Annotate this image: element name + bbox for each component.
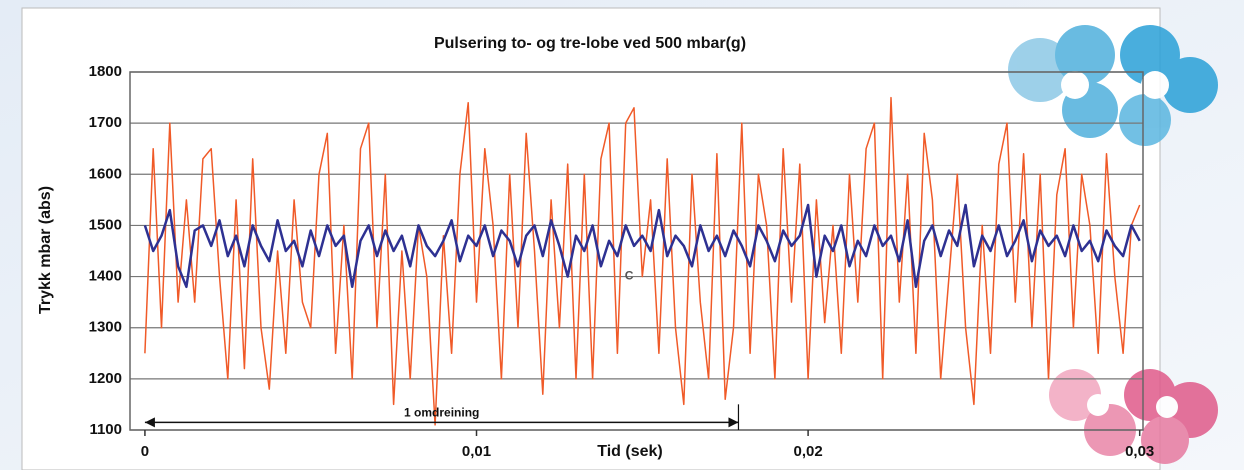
series-line [143, 203, 1141, 289]
y-tick-label: 1100 [89, 421, 122, 438]
x-tick-label: 0,02 [793, 443, 822, 460]
arrow-head [728, 417, 739, 428]
x-tick-label: 0 [141, 443, 149, 460]
y-tick-label: 1300 [89, 319, 122, 336]
series-line [144, 96, 1141, 426]
y-tick-label: 1700 [89, 114, 122, 131]
y-tick-label: 1400 [89, 268, 122, 285]
x-tick-label: 0,01 [462, 443, 491, 460]
plot-frame [129, 71, 1144, 431]
x-axis-label: Tid (sek) [597, 443, 663, 460]
x-tick-label: 0,03 [1125, 443, 1154, 460]
pink-lobes [1049, 369, 1218, 464]
y-tick-label: 1200 [89, 370, 122, 387]
y-tick-label: 1500 [89, 216, 122, 233]
blue-lobes [1008, 25, 1218, 146]
y-tick-label: 1600 [89, 165, 122, 182]
chart-title: Pulsering to- og tre-lobe ved 500 mbar(g… [434, 35, 746, 52]
annotation: C [625, 269, 634, 283]
arrow-head [144, 417, 155, 428]
y-axis-label: Trykk mbar (abs) [37, 186, 54, 314]
y-tick-label: 1800 [89, 63, 122, 80]
annotation: 1 omdreining [404, 406, 479, 420]
